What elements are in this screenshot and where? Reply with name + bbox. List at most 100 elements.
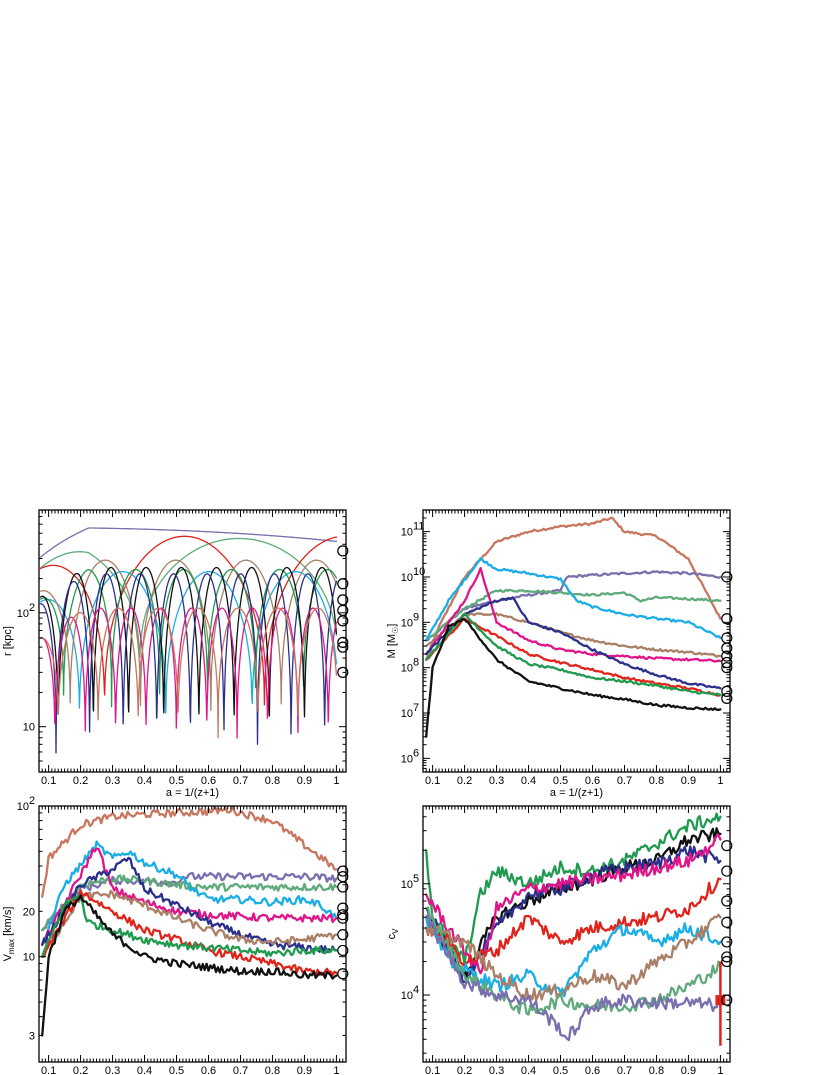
series-line-navy xyxy=(425,596,722,690)
x-tick-label: 1 xyxy=(333,1065,339,1075)
present-day-marker xyxy=(721,692,733,704)
present-day-marker xyxy=(337,929,349,941)
y-axis-label: Vmax [km/s] xyxy=(2,907,16,962)
x-tick-label: 0.4 xyxy=(521,1065,536,1075)
present-day-marker xyxy=(721,642,733,654)
plot-frame xyxy=(38,805,347,1063)
series-line-black xyxy=(425,827,722,978)
x-tick-label: 0.3 xyxy=(105,1065,120,1075)
x-tick-label: 0.4 xyxy=(521,775,536,787)
x-tick-label: 0.8 xyxy=(265,1065,280,1075)
x-tick-label: 1 xyxy=(717,775,723,787)
series-line-lavender xyxy=(39,527,338,558)
present-day-marker xyxy=(721,895,733,907)
series-line-green xyxy=(39,568,338,708)
x-tick-label: 0.5 xyxy=(169,1065,184,1075)
series-line-lavender xyxy=(41,871,338,932)
y-tick-label: 10 xyxy=(401,663,413,675)
y-tick-label: 20 xyxy=(23,906,35,918)
x-tick-label: 0.1 xyxy=(41,1065,56,1075)
x-tick-label: 0.7 xyxy=(617,1065,632,1075)
present-day-marker xyxy=(721,571,733,583)
series-line-magenta xyxy=(39,607,338,739)
present-day-marker xyxy=(337,881,349,893)
series-line-lavender xyxy=(425,570,722,642)
present-day-marker xyxy=(721,650,733,662)
x-tick-label: 0.6 xyxy=(585,1065,600,1075)
series-line-black xyxy=(425,617,722,738)
x-tick-label: 0.6 xyxy=(201,1065,216,1075)
series-line-red xyxy=(41,889,338,977)
x-tick-label: 0.5 xyxy=(553,1065,568,1075)
y-tick-label: 10 xyxy=(401,617,413,629)
series-line-navy xyxy=(39,573,338,754)
y-tick-exponent: 7 xyxy=(413,702,419,714)
x-axis-label: a = 1/(z+1) xyxy=(166,787,219,799)
y-axis-label: r [kpc] xyxy=(2,626,14,656)
x-tick-label: 0.6 xyxy=(585,775,600,787)
x-tick-label: 0.2 xyxy=(457,1065,472,1075)
series-line-brown xyxy=(425,913,722,1002)
y-tick-exponent: 10 xyxy=(413,566,425,578)
present-day-marker xyxy=(337,641,349,653)
x-tick-label: 0.3 xyxy=(489,1065,504,1075)
x-tick-label: 0.2 xyxy=(73,775,88,787)
y-tick-label: 10 xyxy=(401,572,413,584)
series-line-sage xyxy=(425,906,722,1016)
y-tick-exponent: 8 xyxy=(413,657,419,669)
x-tick-label: 0.8 xyxy=(265,775,280,787)
y-tick-exponent: 11 xyxy=(413,521,424,533)
y-tick-label: 10 xyxy=(401,708,413,720)
x-tick-label: 0.1 xyxy=(41,775,56,787)
present-day-marker xyxy=(721,955,733,968)
y-tick-label: 10 xyxy=(23,952,35,964)
x-tick-label: 0.9 xyxy=(297,775,312,787)
y-tick-exponent: 2 xyxy=(29,795,35,807)
series-line-red xyxy=(425,877,722,968)
present-day-marker xyxy=(337,615,349,627)
present-day-marker xyxy=(337,968,349,980)
present-day-marker xyxy=(337,909,349,921)
x-tick-label: 0.4 xyxy=(137,1065,152,1075)
x-tick-label: 0.9 xyxy=(681,1065,696,1075)
series-line-cyan xyxy=(425,557,722,642)
present-day-marker xyxy=(721,685,733,697)
present-day-marker xyxy=(337,944,349,957)
series-line-green xyxy=(425,812,722,966)
y-tick-label: 10 xyxy=(401,753,413,765)
x-tick-label: 0.3 xyxy=(489,775,504,787)
present-day-marker xyxy=(337,912,349,924)
series-line-navy xyxy=(41,856,338,954)
x-tick-label: 0.6 xyxy=(201,775,216,787)
x-tick-label: 0.7 xyxy=(233,1065,248,1075)
x-tick-label: 0.2 xyxy=(457,775,472,787)
y-tick-exponent: 5 xyxy=(413,873,419,885)
series-group xyxy=(39,527,338,754)
x-tick-label: 0.8 xyxy=(649,775,664,787)
series-line-salmon xyxy=(39,607,338,739)
series-line-sage xyxy=(39,537,338,658)
y-tick-label: 10 xyxy=(17,801,29,813)
y-tick-label: 10 xyxy=(401,879,413,891)
present-day-marker xyxy=(721,936,733,948)
series-line-cyan xyxy=(425,916,722,998)
present-day-marker xyxy=(721,865,733,877)
x-tick-label: 0.7 xyxy=(617,775,632,787)
series-line-brown xyxy=(425,612,722,658)
series-line-cyan xyxy=(39,570,338,714)
y-tick-label: 10 xyxy=(401,527,413,539)
x-tick-label: 0.4 xyxy=(137,775,152,787)
y-tick-exponent: 2 xyxy=(29,602,35,614)
present-day-marker xyxy=(337,666,349,678)
series-line-black xyxy=(41,894,338,1037)
x-tick-label: 0.1 xyxy=(425,775,440,787)
x-tick-label: 0.2 xyxy=(73,1065,88,1075)
panel-concentration: 0.10.20.30.40.50.60.70.80.91104105a = 1/… xyxy=(386,805,733,1075)
x-tick-label: 0.8 xyxy=(649,1065,664,1075)
y-tick-exponent: 6 xyxy=(413,747,419,759)
x-axis-label: a = 1/(z+1) xyxy=(550,787,603,799)
series-line-red xyxy=(39,535,338,706)
series-line-magenta xyxy=(41,847,338,946)
y-tick-label: 10 xyxy=(401,990,413,1002)
